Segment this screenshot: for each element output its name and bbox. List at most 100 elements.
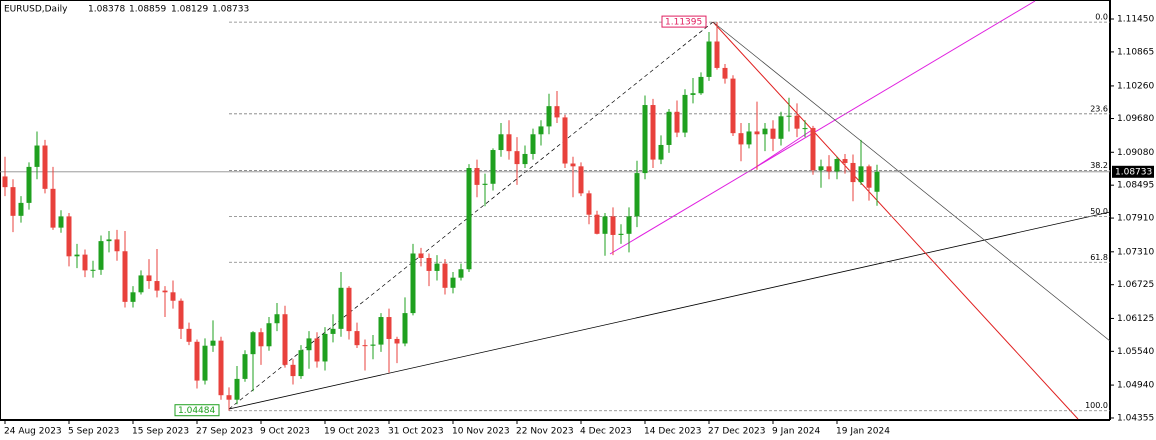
- candle-body: [330, 328, 336, 334]
- candle-body: [50, 188, 56, 228]
- candle-body: [658, 144, 664, 160]
- last-price-box: [1112, 165, 1154, 178]
- candle-body: [530, 134, 536, 154]
- candle-body: [610, 216, 616, 235]
- candle-body: [370, 344, 376, 346]
- candle-body: [298, 350, 304, 377]
- candle-body: [602, 216, 608, 234]
- fib-level-label: 61.8: [1090, 253, 1108, 262]
- candle-body: [738, 133, 744, 145]
- fib-level-label: 23.6: [1090, 104, 1108, 113]
- x-tick-label: 15 Sep 2023: [132, 427, 189, 437]
- candle-body: [698, 76, 704, 94]
- candle-body: [2, 176, 8, 188]
- candle-body: [450, 277, 456, 288]
- candle-body: [642, 105, 648, 174]
- candle-body: [202, 345, 208, 381]
- candle-body: [26, 166, 32, 203]
- candle-body: [170, 292, 176, 301]
- trend-line: [712, 21, 1111, 342]
- candle-body: [826, 166, 832, 172]
- candle-body: [258, 332, 264, 347]
- candle-body: [74, 254, 80, 257]
- x-tick-label: 19 Oct 2023: [324, 427, 380, 437]
- candle-body: [282, 314, 288, 365]
- candle-body: [634, 173, 640, 217]
- candle-body: [378, 317, 384, 345]
- x-tick-label: 9 Oct 2023: [260, 427, 310, 437]
- candle-body: [706, 41, 712, 77]
- candle-body: [690, 93, 696, 95]
- candle-body: [82, 254, 88, 271]
- candle-body: [858, 166, 864, 183]
- candle-body: [458, 269, 464, 278]
- trend-line: [228, 211, 1111, 410]
- candle-body: [802, 128, 808, 130]
- candle-body: [354, 331, 360, 346]
- candle-body: [482, 183, 488, 185]
- candle-body: [434, 263, 440, 271]
- candle-body: [722, 67, 728, 79]
- candle-body: [650, 105, 656, 160]
- candle-body: [410, 253, 416, 314]
- candle-body: [754, 131, 760, 135]
- y-tick-label: 1.09080: [1117, 148, 1154, 158]
- candle-body: [682, 94, 688, 133]
- y-tick-label: 1.06125: [1117, 314, 1154, 324]
- header-low: 1.08129: [171, 5, 208, 15]
- header-close: 1.08733: [212, 5, 249, 15]
- candle-body: [490, 150, 496, 184]
- candle-body: [586, 193, 592, 215]
- candle-body: [522, 153, 528, 165]
- fib-level-label: 50.0: [1090, 207, 1108, 216]
- candle-body: [626, 216, 632, 234]
- candle-body: [122, 251, 128, 302]
- fib-low-label: 1.04484: [178, 406, 215, 416]
- candle-body: [818, 166, 824, 171]
- candle-body: [34, 145, 40, 167]
- fib-level-label: 100.0: [1085, 401, 1108, 410]
- candle-body: [226, 395, 232, 400]
- candle-body: [242, 354, 248, 379]
- candle-body: [18, 202, 24, 216]
- candle-body: [58, 216, 64, 228]
- last-price-label: 1.08733: [1115, 167, 1152, 177]
- candle-body: [498, 134, 504, 151]
- x-tick-label: 4 Dec 2023: [580, 427, 632, 437]
- candle-body: [178, 300, 184, 329]
- candle-body: [866, 166, 872, 188]
- candle-body: [546, 106, 552, 127]
- candle-body: [130, 292, 136, 302]
- candle-body: [194, 341, 200, 381]
- candle-body: [850, 162, 856, 183]
- candle-body: [794, 115, 800, 129]
- candle-body: [810, 128, 816, 171]
- candle-body: [418, 253, 424, 258]
- candle-body: [730, 78, 736, 134]
- x-tick-label: 9 Jan 2024: [772, 427, 820, 437]
- candle-body: [42, 145, 48, 189]
- candle-body: [514, 151, 520, 165]
- candle-body: [250, 332, 256, 355]
- candle-body: [578, 166, 584, 194]
- candle-body: [162, 290, 168, 293]
- candle-body: [10, 187, 16, 216]
- candle-body: [314, 338, 320, 362]
- candle-body: [386, 317, 392, 339]
- symbol-label: EURUSD,Daily: [4, 5, 68, 15]
- candle-body: [746, 131, 752, 145]
- header-open: 1.08378: [88, 5, 125, 15]
- y-tick-label: 1.10260: [1117, 81, 1154, 91]
- fib-level-label: 38.2: [1090, 161, 1108, 170]
- channel-line: [749, 127, 816, 172]
- candle-body: [114, 239, 120, 252]
- candle-body: [402, 313, 408, 344]
- y-tick-label: 1.11450: [1117, 15, 1154, 25]
- candle-body: [210, 340, 216, 346]
- candle-body: [306, 338, 312, 351]
- candle-body: [234, 378, 240, 400]
- candle-body: [146, 275, 152, 282]
- trend-line: [712, 21, 1079, 420]
